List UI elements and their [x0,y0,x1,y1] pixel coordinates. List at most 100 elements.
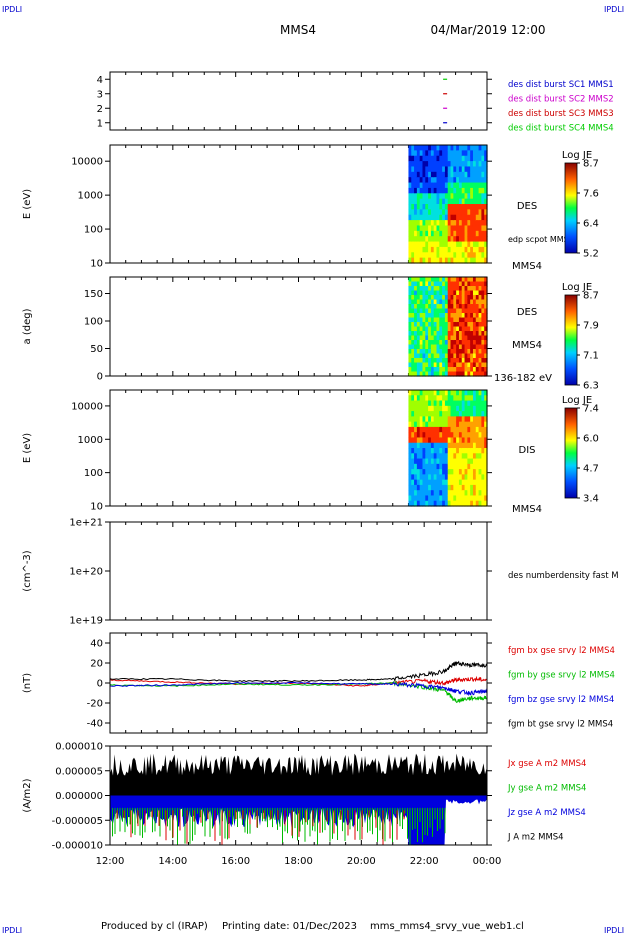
spectrogram-cell [411,299,415,305]
spectrogram-cell [444,241,449,248]
spectrogram-cell [430,281,435,287]
spectrogram-cell [450,326,454,332]
spectrogram-cell [475,490,480,497]
spectrogram-cell [472,326,477,332]
spectrogram-cell [411,220,415,227]
colorbar-tick-label: 6.4 [583,219,599,230]
spectrogram-cell [411,286,415,292]
spectrogram-cell [428,340,432,346]
spectrogram-cell [436,442,440,449]
spectrogram-cell [428,344,432,350]
spectrogram-cell [430,331,435,337]
spectrogram-cell [430,353,435,359]
spectrogram-cell [411,326,415,332]
spectrogram-cell [414,155,418,162]
y-axis-label: (A/m2) [22,778,33,812]
spectrogram-cell [430,463,435,470]
spectrogram-cell [453,362,457,368]
spectrogram-cell [481,295,485,301]
spectrogram-cell [433,295,438,301]
spectrogram-cell [475,340,480,346]
spectrogram-cell [458,371,463,377]
spectrogram-cell [428,299,432,305]
spectrogram-cell [481,230,485,237]
spectrogram-cell [442,198,446,205]
spectrogram-cell [464,209,468,216]
y-tick-label: 0.000010 [55,742,103,753]
spectrogram-cell [467,166,471,173]
spectrogram-cell [464,367,468,373]
spectrogram-cell [414,161,418,168]
corner-mark-top-left: IPDLI [2,5,22,14]
spectrogram-cell [425,500,429,507]
spectrogram-cell [422,358,426,364]
spectrogram-cell [464,335,468,341]
spectrogram-cell [470,187,474,194]
spectrogram-cell [439,371,443,377]
spectrogram-cell [450,458,454,465]
spectrogram-cell [453,426,457,433]
spectrogram-cell [456,335,460,341]
spectrogram-cell [430,411,435,417]
spectrogram-cell [464,405,468,412]
spectrogram-cell [408,416,412,423]
spectrogram-cell [481,490,485,497]
spectrogram-cell [461,358,466,364]
spectrogram-cell [467,198,471,205]
spectrogram-cell [453,416,457,423]
spectrogram-cell [481,500,485,507]
spectrogram-cell [411,405,415,412]
spectrogram-cell [464,362,468,368]
spectrogram-cell [428,252,432,259]
spectrogram-cell [428,469,432,475]
spectrogram-cell [444,198,449,205]
spectrogram-cell [414,177,418,184]
spectrogram-cell [433,331,438,337]
spectrogram-cell [467,432,471,439]
spectrogram-cell [464,204,468,210]
spectrogram-cell [428,453,432,460]
spectrogram-cell [439,290,443,296]
spectrogram-cell [470,340,474,346]
spectrogram-cell [481,161,485,168]
spectrogram-cell [419,290,424,296]
spectrogram-cell [436,362,440,368]
spectrogram-cell [484,474,488,481]
spectrogram-cell [422,432,426,439]
spectrogram-cell [472,214,477,221]
spectrogram-cell [425,358,429,364]
spectrogram-cell [464,308,468,314]
spectrogram-cell [430,362,435,368]
spectrogram-cell [450,155,454,162]
spectrogram-cell [428,395,432,402]
spectrogram-cell [472,400,477,407]
spectrogram-cell [408,145,412,151]
spectrogram-cell [422,277,426,283]
spectrogram-cell [453,198,457,205]
spectrogram-cell [458,463,463,470]
spectrogram-cell [439,187,443,194]
spectrogram-cell [447,395,452,402]
spectrogram-cell [416,500,421,507]
spectrogram-cell [481,358,485,364]
spectrogram-cell [458,252,463,259]
spectrogram-cell [453,257,457,264]
spectrogram-cell [430,322,435,328]
spectrogram-cell [456,295,460,301]
spectrogram-cell [456,198,460,205]
spectrogram-cell [464,353,468,359]
spectrogram-cell [419,500,424,507]
spectrogram-cell [430,257,435,264]
spectrogram-cell [428,230,432,237]
spectrogram-cell [484,479,488,486]
spectrogram-cell [433,220,438,227]
spectrogram-cell [467,500,471,507]
spectrogram-cell [481,495,485,502]
spectrogram-cell [478,257,482,264]
spectrogram-cell [433,150,438,157]
spectrogram-cell [428,322,432,328]
spectrogram-cell [422,367,426,373]
spectrogram-cell [461,290,466,296]
spectrogram-cell [444,281,449,287]
spectrogram-cell [461,204,466,210]
